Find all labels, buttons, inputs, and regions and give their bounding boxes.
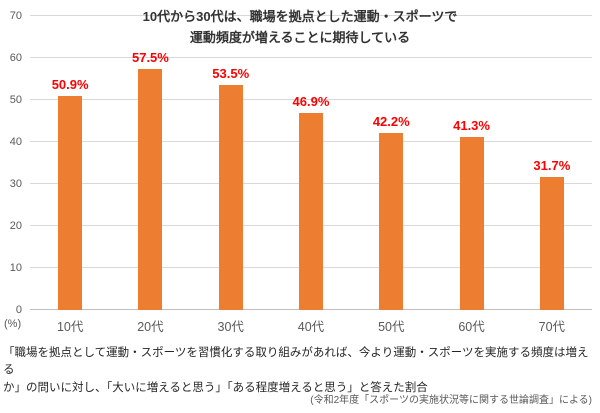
y-tick-label: 0 bbox=[15, 304, 22, 316]
gridline bbox=[30, 99, 592, 100]
plot-area: 50.9% 57.5% 53.5% 46.9% 42.2% 41.3% 31.7% bbox=[30, 15, 592, 310]
x-axis-label: 10代 bbox=[56, 320, 84, 334]
bar-column: 41.3% bbox=[431, 16, 511, 310]
footnote-line2: か」の問いに対し、「大いに増えると思う」「ある程度増えると思う」と答えた割合 bbox=[3, 381, 428, 394]
bar bbox=[539, 176, 564, 310]
bar-column: 53.5% bbox=[191, 16, 271, 310]
bar-value-label: 57.5% bbox=[131, 49, 169, 65]
y-tick-label: 70 bbox=[9, 10, 22, 22]
x-axis-label: 50代 bbox=[378, 320, 405, 334]
gridline bbox=[30, 57, 592, 58]
y-tick-label: 40 bbox=[9, 136, 22, 149]
x-axis-label: 20代 bbox=[137, 320, 164, 334]
bar bbox=[218, 85, 243, 310]
bar-column: 42.2% bbox=[351, 16, 431, 310]
y-axis-unit-label: (%) bbox=[4, 318, 22, 330]
bar-columns: 50.9% 57.5% 53.5% 46.9% 42.2% 41.3% 31.7% bbox=[30, 16, 592, 310]
bar bbox=[138, 68, 163, 310]
bar-value-label: 50.9% bbox=[51, 77, 89, 93]
bar-column: 46.9% bbox=[271, 16, 351, 310]
bar-value-label: 41.3% bbox=[453, 117, 490, 133]
y-axis: 0 10 20 30 40 50 60 70 bbox=[0, 10, 24, 316]
source-note: (令和2年度「スポーツの実施状況等に関する世論調査」による) bbox=[310, 395, 592, 406]
bar-value-label: 53.5% bbox=[212, 66, 250, 82]
bar-column: 57.5% bbox=[110, 16, 190, 310]
x-axis-label: 40代 bbox=[297, 320, 325, 334]
x-axis: 10代 20代 30代 40代 50代 60代 70代 bbox=[30, 316, 592, 335]
y-tick-label: 10 bbox=[9, 262, 22, 275]
footnote: 「職場を拠点として運動・スポーツを習慣化する取り組みがあれば、今より運動・スポー… bbox=[3, 345, 597, 397]
bar-column: 31.7% bbox=[512, 16, 592, 310]
bar-column: 50.9% bbox=[30, 16, 110, 310]
y-tick-label: 30 bbox=[9, 178, 22, 190]
chart-title: 10代から30代は、職場を拠点とした運動・スポーツで 運動頻度が増えることに期待… bbox=[0, 6, 600, 49]
footnote-line1: 「職場を拠点として運動・スポーツを習慣化する取り組みがあれば、今より運動・スポー… bbox=[3, 347, 589, 377]
bar bbox=[298, 113, 323, 310]
bar bbox=[459, 136, 484, 310]
chart-title-line1: 10代から30代は、職場を拠点とした運動・スポーツで bbox=[142, 9, 458, 24]
y-tick-label: 60 bbox=[9, 52, 22, 64]
y-tick-label: 20 bbox=[9, 220, 22, 233]
bar bbox=[379, 132, 404, 310]
x-axis-label: 30代 bbox=[217, 320, 244, 334]
gridline bbox=[30, 15, 592, 16]
bar bbox=[58, 96, 83, 310]
y-tick-label: 50 bbox=[9, 94, 22, 106]
x-axis-label: 70代 bbox=[538, 320, 566, 334]
bar-value-label: 31.7% bbox=[533, 157, 571, 173]
bar-value-label: 42.2% bbox=[372, 113, 410, 129]
bar-value-label: 46.9% bbox=[292, 94, 330, 110]
x-axis-label: 60代 bbox=[458, 320, 485, 334]
chart-title-line2: 運動頻度が増えることに期待している bbox=[189, 30, 411, 46]
